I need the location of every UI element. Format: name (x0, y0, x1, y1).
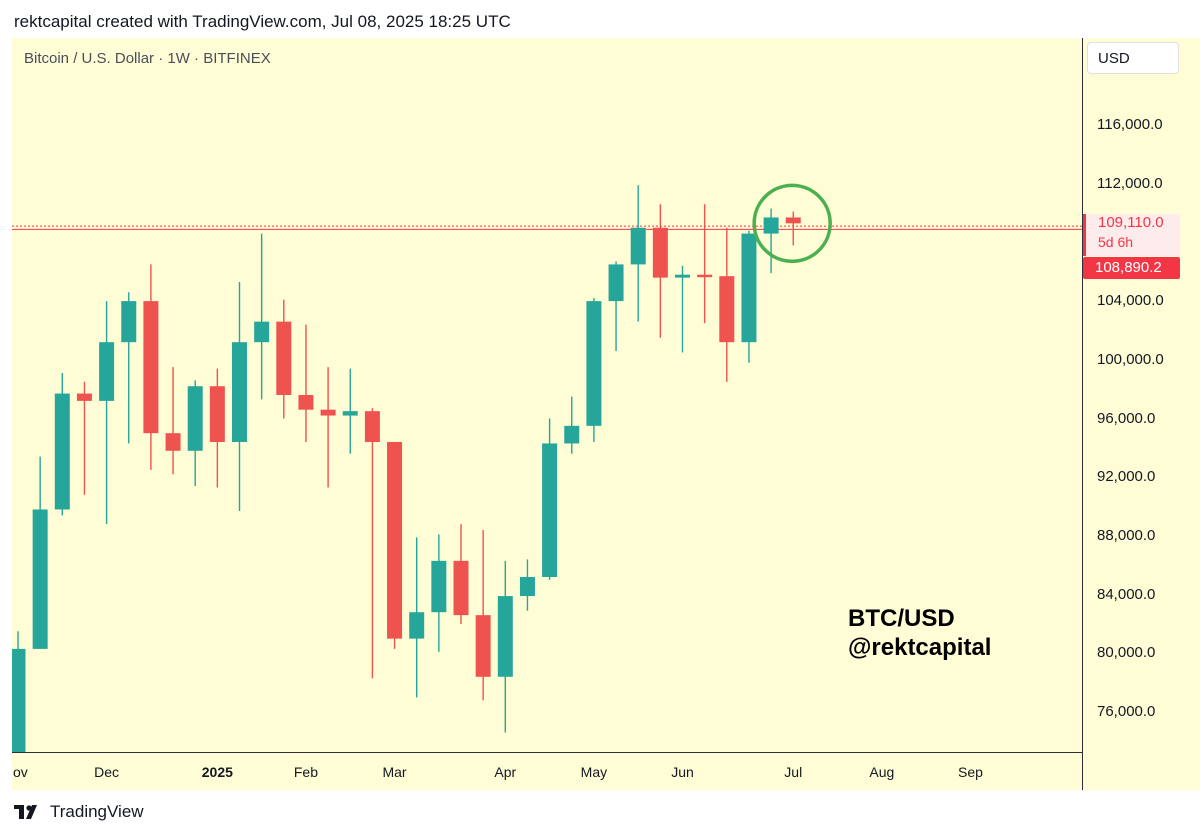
candle-body-up (608, 264, 624, 302)
price-tick-label: 84,000.0 (1097, 585, 1156, 603)
candle-body-down (719, 276, 735, 343)
candle-body-up (741, 233, 757, 343)
price-tick-label: 76,000.0 (1097, 703, 1156, 720)
candle-body-down (697, 274, 713, 278)
time-tick-label: Sep (957, 764, 983, 780)
highlight-circle (752, 183, 832, 264)
time-tick-label: Jul (784, 764, 803, 780)
candle-body-up (519, 576, 535, 597)
price-tick-label: 92,000.0 (1097, 468, 1156, 486)
time-tick-label: Feb (293, 764, 318, 780)
candle-body-down (364, 411, 380, 442)
price-tick-label: 116,000.0 (1097, 116, 1163, 133)
candle-body-up (431, 560, 447, 613)
price-tick-label: 88,000.0 (1097, 526, 1156, 544)
price-axis[interactable] (1082, 38, 1200, 752)
price-tick-label: 104,000.0 (1097, 292, 1164, 310)
watermark-pair: BTC/USD (848, 605, 955, 632)
candle-body-up (187, 386, 203, 451)
candle-body-up (586, 301, 602, 426)
price-tick-label: 100,000.0 (1097, 350, 1164, 368)
candle-body-up (630, 227, 646, 265)
time-tick-label: Mar (382, 764, 407, 780)
watermark-author: @rektcapital (848, 634, 992, 661)
candle-body-down (276, 321, 292, 396)
tradingview-logo-icon (14, 805, 37, 819)
candle-body-up (564, 425, 580, 444)
chart-watermark: BTC/USD @rektcapital (848, 604, 991, 662)
time-tick-label: ov (13, 764, 28, 780)
candle-body-up (232, 342, 247, 442)
candle-body-up (121, 301, 137, 343)
current-price-label: 109,110.0 (1098, 214, 1164, 232)
candle-body-up (675, 274, 690, 278)
candle-body-up (54, 393, 70, 510)
candle-body-up (342, 411, 358, 416)
price-tick-label: 80,000.0 (1097, 644, 1156, 662)
footer-brand-label: TradingView (50, 802, 144, 821)
candle-body-up (32, 509, 48, 649)
time-tick-label: 2025 (201, 764, 233, 780)
footer-brand[interactable]: TradingView (14, 802, 144, 822)
time-axis[interactable] (12, 752, 1082, 790)
price-tick-label: 96,000.0 (1097, 409, 1156, 427)
header-attribution: rektcapital created with TradingView.com… (14, 12, 511, 31)
candle-body-up (12, 648, 26, 752)
symbol-legend[interactable]: Bitcoin / U.S. Dollar · 1W · BITFINEX (24, 50, 271, 67)
candle-body-down (209, 386, 225, 442)
candle-body-up (99, 342, 115, 401)
candle-body-down (652, 227, 668, 278)
axis-corner (1082, 752, 1200, 790)
currency-selector[interactable]: USD (1087, 42, 1179, 74)
candle-body-up (542, 443, 558, 577)
candle-body-down (785, 217, 801, 224)
time-tick-label: Aug (869, 764, 895, 780)
price-tick-label: 112,000.0 (1097, 174, 1163, 192)
time-tick-label: May (580, 764, 608, 780)
candle-body-down (453, 560, 469, 616)
candle-body-down (165, 433, 181, 451)
candle-body-down (475, 615, 491, 677)
candle-body-up (254, 321, 270, 343)
time-tick-label: Jun (671, 764, 694, 780)
candle-body-up (409, 612, 425, 639)
candle-body-down (143, 301, 159, 434)
current-price-tag: 109,110.0 5d 6h (1083, 214, 1180, 257)
candle-body-down (387, 441, 403, 639)
time-axis-border (12, 752, 1082, 753)
time-tick-label: Apr (494, 764, 517, 780)
candle-body-up (763, 217, 779, 234)
candle-body-down (320, 409, 336, 416)
candles-group (12, 185, 1082, 752)
time-tick-label: Dec (94, 764, 120, 780)
candle-body-down (76, 393, 92, 401)
close-price-tag: 108,890.2 (1083, 257, 1180, 280)
candle-body-up (497, 596, 513, 677)
bar-countdown-label: 5d 6h (1098, 234, 1134, 251)
candle-body-down (298, 395, 314, 410)
price-axis-border (1082, 38, 1083, 790)
